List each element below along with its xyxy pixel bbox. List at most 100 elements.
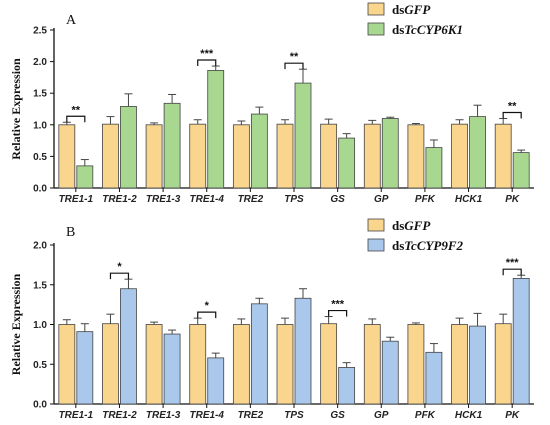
bar-dsGFP-HCK1 — [451, 123, 468, 189]
legend-label: dsGFP — [392, 2, 431, 17]
x-tick-label: PK — [505, 194, 520, 205]
significance-bracket — [197, 311, 217, 319]
legend-label-gene: GFP — [404, 2, 431, 17]
x-tick-label: PFK — [415, 194, 436, 205]
significance-label: *** — [331, 299, 345, 311]
bar-dsTcCYP6K1-TPS — [294, 82, 312, 189]
x-tick-label: GP — [374, 410, 389, 421]
bar-dsGFP-TRE2 — [232, 124, 250, 189]
legend-label: dsTcCYP9F2 — [392, 238, 464, 253]
legend-label-gene: TcCYP9F2 — [404, 238, 463, 253]
x-tick-label: TRE1-2 — [102, 410, 137, 421]
x-tick-label: PK — [505, 410, 520, 421]
panel-label: A — [66, 13, 77, 28]
legend-label-prefix: ds — [392, 2, 404, 17]
legend-label-prefix: ds — [392, 22, 404, 37]
bar-dsTcCYP6K1-TRE1-3 — [163, 102, 181, 189]
bar-dsTcCYP9F2-TRE1-4 — [207, 357, 225, 405]
x-tick-label: GS — [330, 410, 345, 421]
bar-dsGFP-GP — [363, 324, 381, 405]
x-tick-label: HCK1 — [455, 410, 483, 421]
bar-dsGFP-TRE1-3 — [145, 124, 163, 189]
x-tick-label: GP — [374, 194, 389, 205]
bar-dsTcCYP9F2-HCK1 — [469, 325, 486, 405]
bar-dsTcCYP6K1-GS — [338, 137, 356, 189]
significance-bracket — [197, 59, 217, 67]
bar-dsTcCYP9F2-PFK — [425, 351, 443, 405]
legend-swatch — [367, 238, 385, 252]
bar-dsGFP-TRE1-3 — [145, 324, 163, 405]
legend-label-prefix: ds — [392, 238, 404, 253]
bar-dsGFP-PFK — [407, 324, 425, 405]
bar-dsGFP-HCK1 — [451, 324, 468, 405]
y-tick-label: 1.0 — [33, 320, 47, 331]
bar-dsTcCYP6K1-PK — [512, 152, 530, 189]
bar-dsGFP-PK — [494, 123, 512, 189]
significance-bracket — [284, 62, 304, 70]
bar-dsGFP-TRE1-2 — [102, 123, 119, 189]
bar-dsGFP-GS — [320, 323, 338, 405]
bar-dsGFP-GS — [320, 123, 338, 189]
legend-label-gene: TcCYP6K1 — [404, 22, 463, 37]
x-tick-label: TPS — [284, 194, 304, 205]
significance-label: *** — [200, 48, 214, 60]
significance-bracket — [502, 111, 522, 119]
bar-dsGFP-GP — [363, 123, 381, 189]
bar-dsTcCYP6K1-HCK1 — [469, 116, 486, 189]
bar-dsTcCYP9F2-GP — [381, 340, 399, 405]
bar-dsGFP-TRE1-1 — [58, 324, 76, 405]
x-tick-label: TRE2 — [238, 194, 264, 205]
significance-bracket — [66, 115, 86, 123]
legend-swatch — [367, 22, 385, 36]
x-tick-label: TRE1-3 — [146, 410, 181, 421]
x-tick-label: TRE1-1 — [59, 410, 94, 421]
chart-panel-b: 0.0 0.5 1.0 1.5 2.0 Relative Expression B TRE1-… — [9, 218, 534, 421]
bar-dsGFP-TPS — [276, 324, 294, 405]
y-tick-label: 0.0 — [33, 184, 47, 195]
significance-bracket — [328, 309, 348, 317]
x-tick-label: PFK — [415, 410, 436, 421]
significance-bracket — [109, 272, 130, 280]
legend-label: dsTcCYP6K1 — [392, 22, 463, 37]
significance-label: ** — [290, 51, 299, 63]
significance-label: ** — [508, 100, 517, 112]
x-tick-label: HCK1 — [455, 194, 483, 205]
bar-dsGFP-PFK — [407, 124, 425, 189]
y-tick-label: 0.5 — [33, 152, 47, 163]
legend-label-gene: GFP — [404, 218, 431, 233]
significance-label: *** — [506, 257, 520, 269]
x-tick-label: TRE1-2 — [102, 194, 137, 205]
y-tick-label: 2.0 — [33, 241, 47, 252]
y-tick-label: 0.5 — [33, 360, 47, 371]
bar-dsTcCYP6K1-TRE1-1 — [76, 165, 94, 189]
y-tick-label: 0.0 — [33, 400, 47, 411]
x-tick-label: GS — [330, 194, 345, 205]
y-axis-label: Relative Expression — [9, 58, 23, 160]
bar-dsTcCYP9F2-TRE2 — [250, 303, 268, 405]
x-tick-label: TRE1-4 — [190, 410, 225, 421]
significance-bracket — [502, 268, 522, 276]
x-tick-label: TRE1-3 — [146, 194, 181, 205]
y-tick-label: 1.5 — [33, 89, 47, 100]
bar-dsTcCYP9F2-PK — [512, 277, 530, 405]
bar-dsTcCYP6K1-GP — [381, 118, 399, 189]
y-axis-label: Relative Expression — [9, 273, 23, 375]
legend-label: dsGFP — [392, 218, 431, 233]
bar-dsGFP-TRE1-1 — [58, 124, 76, 189]
x-tick-label: TRE1-4 — [190, 194, 225, 205]
bar-dsGFP-TPS — [276, 123, 294, 189]
panel-label: B — [66, 225, 75, 240]
bar-dsGFP-TRE1-2 — [102, 323, 119, 405]
bar-dsTcCYP6K1-TRE1-4 — [207, 70, 225, 189]
bar-dsTcCYP9F2-GS — [338, 367, 356, 405]
y-tick-label: 1.5 — [33, 280, 47, 291]
y-tick-label: 1.0 — [33, 120, 47, 131]
legend-swatch — [367, 218, 385, 232]
bar-dsTcCYP9F2-TRE1-3 — [163, 333, 181, 405]
legend-label-prefix: ds — [392, 218, 404, 233]
y-tick-label: 2.5 — [33, 26, 47, 37]
bar-dsGFP-TRE2 — [232, 324, 250, 405]
significance-label: ** — [72, 104, 81, 116]
significance-label: * — [205, 300, 210, 312]
